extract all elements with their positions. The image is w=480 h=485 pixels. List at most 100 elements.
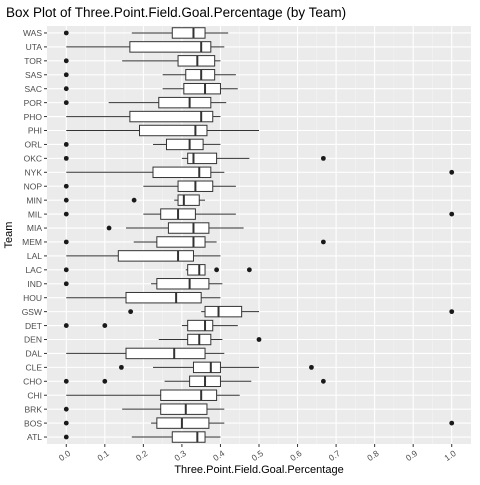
outlier-point: [102, 378, 108, 384]
y-tick-label: IND: [27, 279, 42, 289]
outlier-point: [320, 155, 326, 161]
iqr-box: [183, 82, 221, 95]
iqr-box: [171, 431, 206, 443]
outlier-point: [63, 323, 69, 328]
box-atl: [63, 431, 221, 443]
y-tick-label: WAS: [23, 28, 42, 38]
outlier-point: [246, 267, 252, 273]
iqr-box: [160, 403, 208, 415]
box-chi: [66, 389, 240, 401]
y-tick-label: UTA: [26, 42, 43, 52]
outlier-point: [449, 211, 455, 217]
box-was: [63, 27, 229, 39]
y-tick-label: BOS: [24, 418, 42, 428]
y-tick-label: ATL: [27, 432, 42, 442]
box-min: [63, 194, 206, 206]
box-gsw: [128, 305, 455, 318]
outlier-point: [63, 281, 69, 287]
chart-title: Box Plot of Three.Point.Field.Goal.Perce…: [6, 5, 346, 20]
outlier-point: [63, 155, 69, 161]
iqr-box: [192, 361, 221, 374]
box-orl: [63, 138, 221, 151]
outlier-point: [63, 239, 69, 245]
y-tick-label: CHI: [27, 390, 42, 400]
iqr-box: [187, 264, 206, 276]
outlier-point: [63, 420, 69, 426]
box-cle: [118, 361, 314, 374]
y-axis: WAS UTA TOR SAS SAC POR PHO PHI ORL OKC NYK NOP MIN M…: [22, 28, 47, 442]
y-tick-label: DET: [25, 321, 42, 331]
outlier-point: [63, 72, 69, 78]
x-tick-label: 0.3: [172, 448, 188, 463]
box-mia: [106, 222, 244, 234]
outlier-point: [131, 197, 137, 203]
x-tick-label: 1.0: [442, 448, 458, 463]
outlier-point: [63, 30, 69, 36]
x-axis-label: Three.Point.Field.Goal.Percentage: [174, 464, 343, 476]
box-det: [63, 319, 238, 332]
y-tick-label: SAS: [25, 70, 42, 80]
outlier-point: [256, 337, 262, 342]
box-phi: [66, 124, 259, 137]
x-tick-label: 0.4: [211, 448, 227, 463]
y-tick-label: MIN: [26, 195, 42, 205]
iqr-box: [160, 389, 218, 401]
outlier-point: [449, 420, 455, 426]
box-dal: [66, 347, 225, 360]
box-sac: [63, 82, 238, 95]
y-tick-label: DEN: [24, 335, 42, 345]
box-sas: [63, 69, 236, 81]
iqr-box: [125, 347, 206, 360]
y-tick-label: CHO: [23, 377, 42, 387]
box-brk: [63, 403, 225, 415]
x-tick-label: 0.2: [134, 448, 150, 463]
y-tick-label: CLE: [25, 363, 42, 373]
box-mil: [63, 208, 455, 220]
iqr-box: [187, 152, 218, 165]
x-tick-label: 0.7: [327, 448, 343, 463]
outlier-point: [320, 378, 326, 384]
box-cho: [63, 375, 326, 388]
box-den: [158, 333, 262, 346]
iqr-box: [156, 278, 210, 290]
y-tick-label: OKC: [24, 154, 42, 164]
iqr-box: [129, 41, 212, 53]
box-nyk: [66, 166, 455, 179]
y-tick-label: PHO: [24, 112, 43, 122]
outlier-point: [63, 211, 69, 217]
box-lac: [63, 264, 252, 276]
outlier-point: [128, 309, 134, 315]
box-uta: [66, 41, 225, 53]
x-tick-label: 0.5: [250, 448, 266, 463]
iqr-box: [158, 96, 212, 109]
x-tick-label: 0.6: [288, 448, 304, 463]
iqr-box: [152, 166, 212, 179]
iqr-box: [167, 222, 210, 234]
y-tick-label: MIL: [28, 209, 42, 219]
box-nop: [63, 180, 236, 192]
outlier-point: [63, 378, 69, 384]
box-hou: [66, 291, 221, 304]
y-tick-label: NOP: [24, 181, 43, 191]
outlier-point: [214, 267, 220, 273]
y-tick-label: LAC: [25, 265, 42, 275]
outlier-point: [63, 434, 69, 440]
box-pho: [66, 110, 221, 123]
iqr-box: [165, 138, 204, 151]
iqr-box: [177, 194, 200, 206]
y-tick-label: NYK: [25, 168, 43, 178]
outlier-point: [320, 239, 326, 245]
outlier-point: [118, 364, 124, 370]
grid-lines: [47, 26, 471, 444]
x-axis: 0.0 0.1 0.2 0.3 0.4 0.5 0.6 0.7 0.8 0.9 1.0: [57, 444, 458, 463]
iqr-box: [129, 110, 214, 123]
y-tick-label: ORL: [25, 140, 43, 150]
box-lal: [66, 250, 221, 262]
y-axis-label: Team: [3, 222, 15, 249]
outlier-point: [63, 267, 69, 273]
outlier-point: [309, 364, 314, 370]
iqr-box: [125, 291, 202, 304]
iqr-box: [187, 319, 214, 332]
